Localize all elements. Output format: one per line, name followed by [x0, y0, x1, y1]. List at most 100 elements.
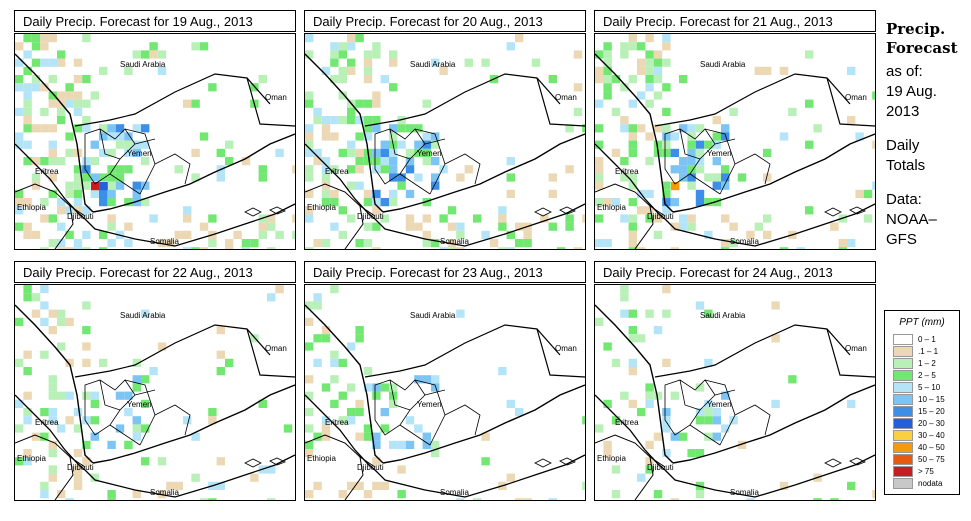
precip-cell	[107, 124, 116, 133]
precip-cell	[40, 124, 49, 133]
precip-cell	[305, 214, 314, 223]
precip-cell	[721, 181, 730, 190]
precip-cell	[679, 432, 688, 441]
precip-cell	[355, 165, 364, 174]
precip-cell	[57, 58, 66, 67]
precip-cell	[389, 58, 398, 67]
precip-cell	[779, 481, 789, 490]
precip-cell	[447, 247, 457, 249]
precip-cell	[73, 75, 83, 84]
precip-cell	[107, 498, 116, 500]
precip-cell	[481, 230, 490, 239]
precip-cell	[422, 239, 431, 248]
precip-cell	[99, 247, 108, 249]
precip-cell	[258, 165, 267, 174]
precip-cell	[473, 498, 482, 500]
precip-cell	[788, 375, 797, 384]
precip-cell	[199, 132, 209, 141]
precip-cell	[48, 173, 57, 182]
map-label-somalia: Somalia	[150, 488, 179, 497]
precip-cell	[721, 173, 730, 182]
precip-cell	[355, 481, 364, 490]
precip-cell	[40, 408, 49, 417]
precip-cell	[330, 50, 339, 59]
precip-cell	[90, 91, 99, 100]
precip-cell	[313, 432, 322, 441]
legend-label: 1 – 2	[918, 359, 936, 368]
precip-cell	[595, 165, 604, 174]
precip-cell	[73, 165, 83, 174]
precip-cell	[363, 116, 373, 125]
precip-cell	[603, 58, 612, 67]
precip-cell	[23, 350, 32, 359]
boundaries	[15, 53, 295, 249]
precip-cell	[397, 181, 406, 190]
precip-cell	[90, 416, 99, 425]
precip-cell	[611, 416, 621, 425]
precip-cell	[687, 222, 696, 231]
precip-cell	[313, 107, 322, 116]
map-frame: Saudi Arabia Oman Yemen Eritrea Ethiopia Djib…	[304, 33, 586, 250]
precip-cell	[645, 457, 654, 466]
precip-cell	[321, 124, 331, 133]
precip-cell	[548, 75, 557, 84]
precip-cell	[82, 206, 91, 215]
precip-cell	[321, 239, 331, 248]
precip-cell	[23, 449, 32, 458]
map-label-saudi-arabia: Saudi Arabia	[700, 60, 746, 69]
precip-cell	[611, 75, 621, 84]
precip-cell	[73, 206, 83, 215]
precip-cell	[389, 83, 398, 92]
precip-cell	[82, 181, 91, 190]
precip-cell	[73, 247, 83, 249]
precip-cell	[73, 449, 83, 458]
precip-cell	[330, 58, 339, 67]
precip-cell	[57, 342, 66, 351]
precip-cell	[347, 34, 356, 43]
map-panel-23-aug: Daily Precip. Forecast for 23 Aug., 2013…	[304, 261, 586, 501]
precip-cell	[628, 230, 637, 239]
precip-cell	[473, 214, 482, 223]
precip-cell	[603, 91, 612, 100]
precip-cell	[628, 99, 637, 108]
panel-title: Daily Precip. Forecast for 21 Aug., 2013	[594, 10, 876, 32]
precip-cell	[40, 490, 49, 499]
precip-cell	[191, 173, 200, 182]
precip-cell	[347, 342, 356, 351]
precip-cell	[82, 157, 91, 166]
precip-cell	[847, 116, 856, 125]
precip-cell	[73, 424, 83, 433]
precip-cell	[595, 75, 604, 84]
precip-cell	[132, 416, 141, 425]
precip-cell	[141, 140, 150, 149]
precip-cell	[662, 449, 671, 458]
precip-cell	[258, 230, 267, 239]
precip-cell	[216, 350, 225, 359]
precip-cell	[712, 157, 721, 166]
precip-cell	[15, 457, 24, 466]
map-label-djibouti: Djibouti	[67, 463, 94, 472]
precip-cell	[662, 309, 671, 318]
precip-cell	[712, 181, 721, 190]
precip-cell	[23, 416, 32, 425]
precip-cell	[637, 334, 646, 343]
precip-cell	[82, 440, 91, 449]
precip-cell	[82, 247, 91, 249]
precip-cell	[216, 457, 225, 466]
precip-cell	[166, 481, 175, 490]
map-label-oman: Oman	[555, 344, 577, 353]
precip-cell	[662, 424, 671, 433]
precip-cell	[330, 198, 339, 207]
precip-cell	[637, 124, 646, 133]
precip-cell	[422, 157, 431, 166]
precip-cell	[99, 148, 108, 157]
precip-cell	[363, 132, 373, 141]
precip-cell	[805, 50, 814, 59]
precip-cell	[15, 58, 24, 67]
precip-cell	[721, 424, 730, 433]
precip-cell	[73, 107, 83, 116]
precip-cell	[208, 83, 217, 92]
precip-map: Saudi Arabia Oman Yemen Eritrea Ethiopia Djib…	[305, 34, 585, 249]
precip-cell	[498, 222, 507, 231]
precip-cell	[48, 465, 57, 474]
